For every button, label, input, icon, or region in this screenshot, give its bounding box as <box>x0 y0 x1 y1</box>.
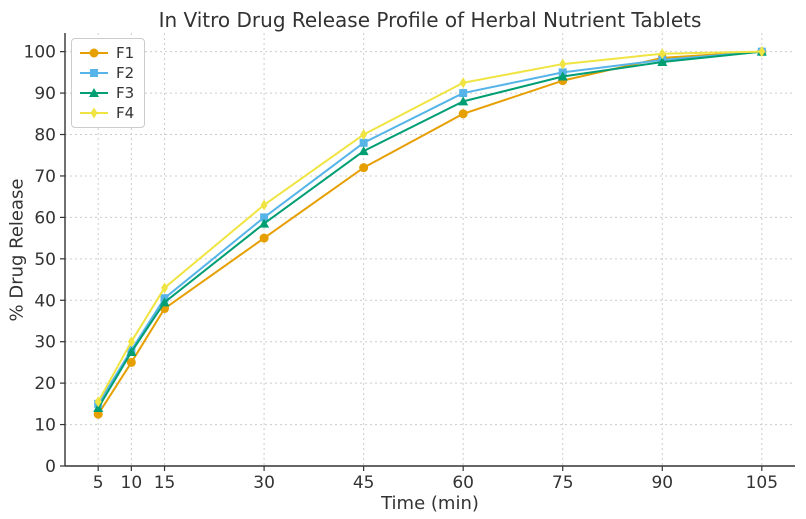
series-F3-marker <box>657 57 668 67</box>
x-tick-label: 90 <box>651 473 673 493</box>
legend-marker-diamond-icon <box>90 107 98 119</box>
x-tick-label: 30 <box>253 473 275 493</box>
x-tick-label: 45 <box>353 473 375 493</box>
series-F3 <box>93 46 767 412</box>
x-tick-label: 75 <box>552 473 574 493</box>
y-tick-label: 80 <box>34 126 56 146</box>
series-F4-marker <box>658 48 666 60</box>
legend-swatch-triangle-icon <box>80 88 108 97</box>
series-F4-marker <box>559 58 567 70</box>
y-tick-label: 90 <box>34 84 56 104</box>
legend-marker-circle-icon <box>89 48 99 58</box>
series-F1-marker <box>259 233 269 243</box>
series-F4 <box>94 46 766 408</box>
x-tick-label: 10 <box>121 473 143 493</box>
series-F3-marker <box>259 218 270 228</box>
series-F3-marker <box>126 347 137 357</box>
series-F2-marker <box>459 89 468 98</box>
y-axis-label: % Drug Release <box>6 178 28 322</box>
legend-item-F1: F1 <box>79 44 134 62</box>
y-tick-label: 60 <box>34 208 56 228</box>
y-tick-label: 10 <box>34 416 56 436</box>
x-axis-label: Time (min) <box>381 493 479 514</box>
legend-swatch-circle-icon <box>80 48 108 58</box>
series-F3-marker <box>159 297 170 307</box>
series-F1-marker <box>126 357 136 367</box>
x-tick-label: 60 <box>452 473 474 493</box>
y-tick-label: 50 <box>34 250 56 270</box>
series-F2-marker <box>260 213 269 222</box>
legend-label-F1: F1 <box>116 44 135 62</box>
x-tick-label: 5 <box>93 473 104 493</box>
series-F4-marker <box>758 46 766 58</box>
legend-label-F2: F2 <box>116 64 135 82</box>
chart-title: In Vitro Drug Release Profile of Herbal … <box>158 8 702 32</box>
y-tick-label: 100 <box>24 43 56 63</box>
series-F2-marker <box>359 138 368 147</box>
series-F1 <box>93 47 767 419</box>
y-tick-label: 0 <box>45 457 56 477</box>
legend-item-F2: F2 <box>79 64 134 82</box>
series-F4-marker <box>161 282 169 294</box>
series-F2 <box>94 47 766 408</box>
legend-item-F4: F4 <box>79 104 134 122</box>
series-F4-marker <box>360 129 368 141</box>
legend-label-F3: F3 <box>116 84 135 102</box>
series-F4-marker <box>260 199 268 211</box>
y-tick-label: 40 <box>34 291 56 311</box>
x-tick-label: 105 <box>746 473 778 493</box>
series-F3-marker <box>93 402 104 412</box>
series-F4-marker <box>127 336 135 348</box>
series-F1-marker <box>359 163 369 173</box>
legend-swatch-square-icon <box>80 69 108 77</box>
legend: F1 F2 F3 F4 <box>71 38 146 128</box>
y-tick-label: 20 <box>34 374 56 394</box>
series-F4-marker <box>459 77 467 89</box>
legend-swatch-diamond-icon <box>80 107 108 119</box>
series-F3-marker <box>458 96 469 106</box>
series-F4-marker <box>94 396 102 408</box>
legend-label-F4: F4 <box>116 104 135 122</box>
y-tick-label: 70 <box>34 167 56 187</box>
legend-marker-square-icon <box>90 69 98 77</box>
legend-item-F3: F3 <box>79 84 134 102</box>
series-F1-marker <box>458 109 468 119</box>
x-tick-label: 15 <box>154 473 176 493</box>
series-F3-marker <box>557 71 568 81</box>
y-tick-label: 30 <box>34 333 56 353</box>
series-F3-marker <box>358 146 369 156</box>
legend-marker-triangle-icon <box>89 88 99 97</box>
